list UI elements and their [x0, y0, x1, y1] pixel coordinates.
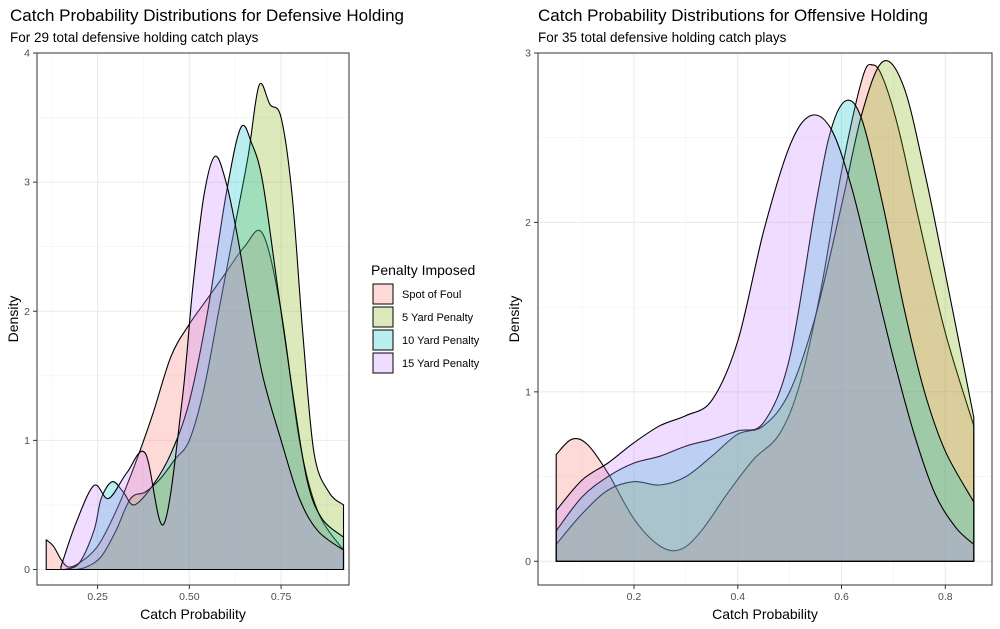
right-density-10-yard-penalty	[555, 99, 975, 562]
right-chart-title: Catch Probability Distributions for Offe…	[538, 6, 928, 25]
legend-label-spot-of-foul: Spot of Foul	[402, 289, 461, 301]
right-density-15-yard-penalty	[555, 114, 975, 562]
left-x-tick-label: 0.25	[87, 591, 108, 603]
left-y-tick-label: 2	[24, 306, 30, 318]
left-y-tick-label: 0	[24, 564, 30, 576]
left-chart-panel: 0.25 0.50 0.75 0 1 2 3 4 Catch Probability Densit…	[5, 48, 350, 622]
left-y-tick-label: 3	[24, 177, 30, 189]
right-y-tick-label: 0	[525, 556, 531, 568]
right-chart-subtitle: For 35 total defensive holding catch pla…	[538, 30, 787, 45]
left-x-axis-title: Catch Probability	[140, 606, 246, 622]
left-y-axis-title: Density	[5, 296, 21, 343]
right-x-tick-label: 0.8	[938, 591, 953, 603]
legend-key-15-yard-penalty	[372, 352, 394, 374]
right-y-tick-label: 2	[525, 217, 531, 229]
right-y-tick-label: 1	[525, 386, 531, 398]
left-chart-subtitle: For 29 total defensive holding catch pla…	[10, 30, 259, 45]
legend-label-5-yard-penalty: 5 Yard Penalty	[402, 312, 474, 324]
left-plot-border	[36, 52, 350, 586]
legend-key-5-yard-penalty	[372, 306, 394, 328]
left-x-tick-label: 0.75	[271, 591, 292, 603]
left-density-5-yard-penalty	[74, 82, 345, 571]
legend-label-10-yard-penalty: 10 Yard Penalty	[402, 335, 480, 347]
right-x-tick-label: 0.2	[627, 591, 642, 603]
right-y-tick-label: 3	[525, 48, 531, 60]
legend-title: Penalty Imposed	[371, 262, 475, 278]
left-density-10-yard-penalty	[63, 124, 345, 571]
legend-key-10-yard-penalty	[372, 329, 394, 351]
legend: Penalty Imposed Spot of Foul 5 Yard Penal…	[371, 262, 480, 374]
right-x-axis-title: Catch Probability	[712, 606, 818, 622]
right-x-tick-label: 0.6	[834, 591, 849, 603]
right-plot-background	[538, 53, 992, 585]
right-chart-panel: 0.2 0.4 0.6 0.8 0 1 2 3 Catch Probability Density	[506, 48, 993, 622]
right-x-tick-label: 0.4	[730, 591, 745, 603]
legend-key-spot-of-foul	[372, 283, 394, 305]
left-y-tick-label: 4	[24, 48, 30, 60]
left-y-tick-label: 1	[24, 435, 30, 447]
right-plot-border	[537, 52, 993, 586]
right-density-5-yard-penalty	[555, 60, 975, 562]
legend-label-15-yard-penalty: 15 Yard Penalty	[402, 358, 480, 370]
right-density-spot-of-foul	[555, 63, 975, 562]
left-density-15-yard-penalty	[60, 155, 345, 571]
left-chart-title: Catch Probability Distributions for Defe…	[10, 6, 404, 25]
right-y-axis-title: Density	[506, 296, 522, 343]
left-x-tick-label: 0.50	[179, 591, 200, 603]
